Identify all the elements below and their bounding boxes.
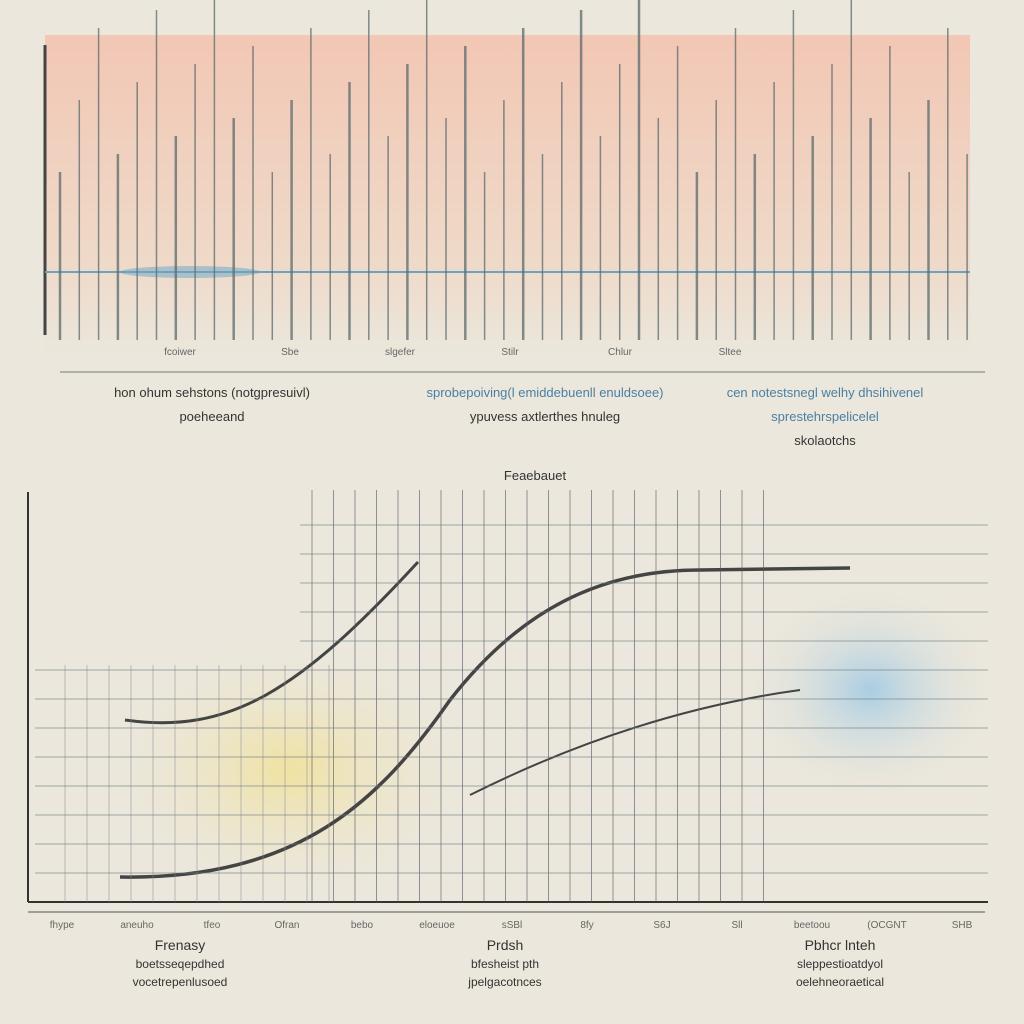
tick-label: Sbe (281, 347, 299, 358)
caption: jpelgacotnces (467, 975, 541, 989)
caption: Frenasy (155, 937, 206, 953)
glow (90, 630, 490, 910)
tick-label: sSBl (502, 920, 523, 931)
caption: sprestehrspelicelel (771, 409, 879, 424)
tick-label: Stilr (501, 347, 519, 358)
tick-label: slgefer (385, 347, 416, 358)
glow (120, 266, 260, 278)
tick-label: Chlur (608, 347, 633, 358)
caption: skolaotchs (794, 433, 856, 448)
panel-bg (45, 35, 970, 355)
glow (740, 580, 1000, 800)
caption: sprobepoiving(l emiddebuenll enuldsoee) (426, 385, 663, 400)
caption: ypuvess axtlerthes hnuleg (470, 409, 620, 424)
tick-label: aneuho (120, 920, 154, 931)
caption: Pbhcr lnteh (805, 937, 876, 953)
caption: vocetrepenlusoed (133, 975, 228, 989)
tick-label: Sll (731, 920, 742, 931)
tick-label: eloeuoe (419, 920, 455, 931)
tick-label: fcoiwer (164, 347, 196, 358)
caption: bfesheist pth (471, 957, 539, 971)
tick-label: Ofran (274, 920, 299, 931)
tick-label: fhype (50, 920, 75, 931)
caption: Prdsh (487, 937, 524, 953)
tick-label: beetoou (794, 920, 830, 931)
curve (119, 566, 851, 879)
tick-label: tfeo (204, 920, 221, 931)
bottom-panel: Feaebauet fhype aneuho tfeo Ofran bebo eloeuoe… (27, 468, 1000, 989)
caption: sleppestioatdyol (797, 957, 883, 971)
title: Feaebauet (504, 468, 567, 483)
curve (124, 560, 420, 725)
top-panel: fcoiwer Sbe slgefer Stilr Chlur Sltee hon ohum… (43, 0, 985, 448)
tick-label: 8fy (580, 920, 593, 931)
tick-label: Sltee (719, 347, 742, 358)
tick-label: SHB (952, 920, 973, 931)
caption: oelehneoraetical (796, 975, 884, 989)
tick-label: S6J (653, 920, 670, 931)
caption: poeheeand (179, 409, 244, 424)
caption: boetsseqepdhed (136, 957, 225, 971)
tick-label: bebo (351, 920, 374, 931)
caption: hon ohum sehstons (notgpresuivl) (114, 385, 310, 400)
caption: cen notestsnegl welhy dhsihivenel (727, 385, 924, 400)
tick-label: (OCGNT (867, 920, 906, 931)
